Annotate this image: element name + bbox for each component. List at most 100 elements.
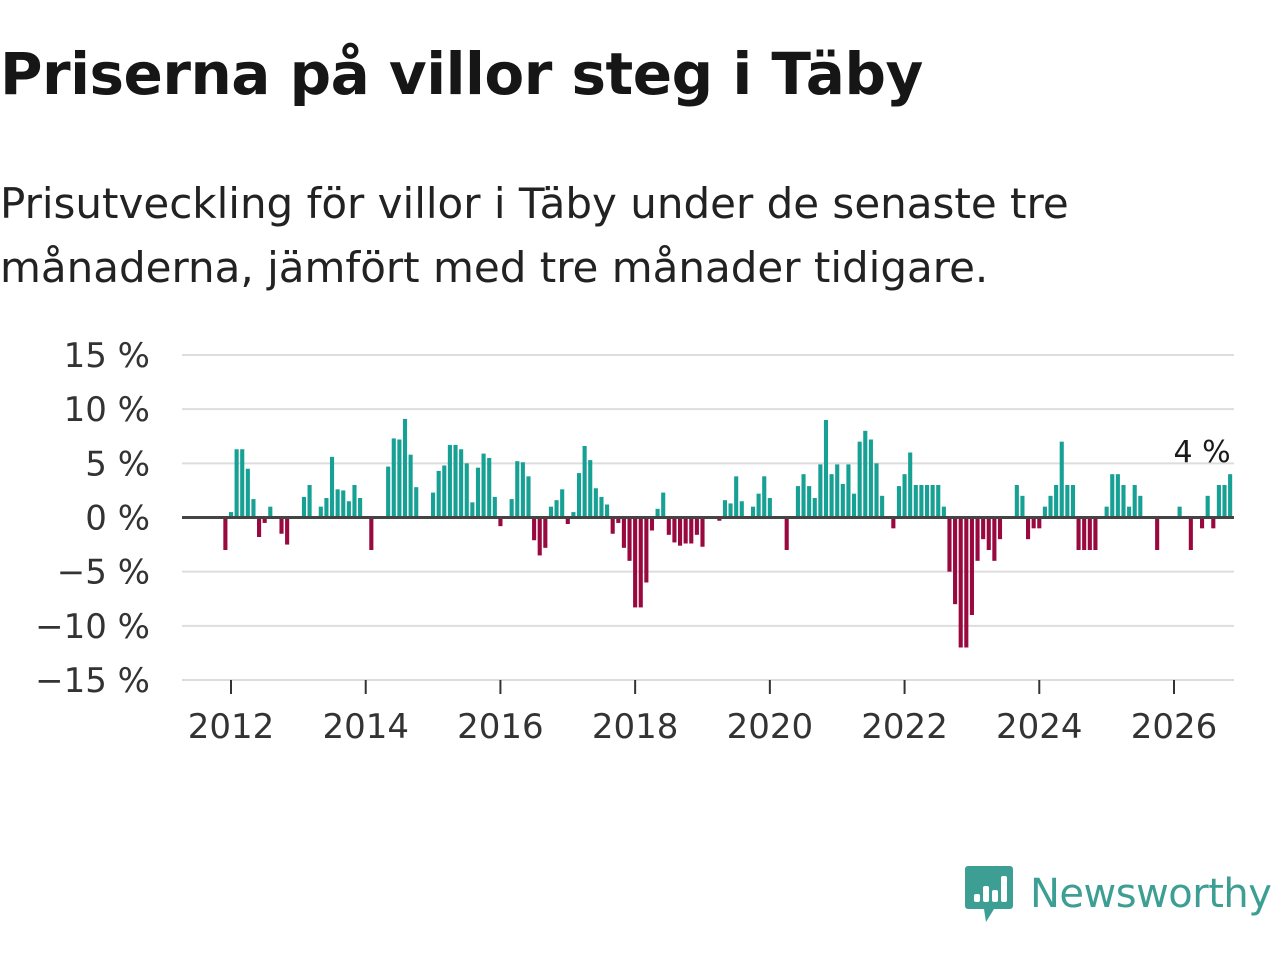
bar-negative (992, 517, 997, 561)
bar-positive (442, 465, 447, 518)
chart-subtitle: Prisutveckling för villor i Täby under d… (0, 179, 1069, 292)
bar-positive (481, 453, 486, 518)
bar-negative (1093, 517, 1098, 550)
bar-negative (1211, 517, 1216, 529)
bar-positive (812, 498, 817, 518)
bar-negative (986, 517, 991, 550)
bar-positive (515, 461, 520, 518)
bar-positive (453, 444, 458, 518)
bar-positive (447, 444, 452, 518)
bar-positive (852, 493, 857, 518)
bar-positive (1014, 485, 1019, 518)
bar-positive (548, 506, 553, 518)
bar-positive (1121, 485, 1126, 518)
bar-positive (880, 495, 885, 518)
newsworthy-logo: Newsworthy (964, 864, 1272, 924)
bar-positive (840, 483, 845, 518)
bar-positive (234, 449, 239, 518)
bar-positive (767, 498, 772, 518)
x-tick-label: 2024 (996, 707, 1083, 747)
bar-positive (734, 476, 739, 518)
bar-positive (228, 512, 234, 518)
bar-negative (1155, 517, 1160, 550)
bar-positive (1054, 485, 1059, 518)
bar-negative (677, 517, 683, 546)
bar-positive (335, 489, 340, 518)
bar-negative (285, 517, 290, 545)
bar-negative (717, 517, 722, 521)
bar-positive (750, 506, 756, 518)
bar-positive (1104, 506, 1109, 518)
bar-positive (818, 464, 823, 518)
bar-positive (240, 449, 245, 518)
bar-positive (1222, 485, 1227, 518)
y-tick-label: −10 % (35, 607, 150, 647)
bar-positive (593, 488, 598, 518)
bar-positive (301, 496, 307, 518)
bar-negative (644, 517, 649, 583)
bar-positive (397, 439, 402, 518)
bar-positive (341, 490, 346, 518)
bar-negative (537, 517, 542, 556)
bar-positive (801, 474, 806, 518)
bar-positive (605, 504, 610, 518)
axes: 15 % 10 % 5 % 0 % −5 % −10 % −15 % 2012 2014 2016… (35, 336, 1234, 747)
bar-positive (874, 463, 879, 518)
bar-negative (610, 517, 615, 534)
bar-negative (616, 517, 621, 523)
y-tick-label: 0 % (85, 499, 150, 539)
bar-positive (436, 470, 441, 518)
bar-negative (689, 517, 694, 544)
bar-negative (975, 517, 980, 561)
bar-negative (223, 517, 228, 550)
bar-positive (829, 474, 834, 518)
x-tick-label: 2026 (1131, 707, 1218, 747)
bar-negative (257, 517, 262, 537)
bar-positive (245, 468, 250, 518)
bar-positive (1110, 474, 1115, 518)
bar-negative (700, 517, 705, 547)
bar-negative (1076, 517, 1081, 550)
bar-positive (414, 487, 419, 518)
bar-negative (279, 517, 284, 534)
bar-negative (683, 517, 688, 544)
bar-positive (924, 485, 930, 518)
y-tick-label: 10 % (64, 390, 150, 430)
bar-positive (1228, 474, 1233, 518)
bar-negative (1026, 517, 1031, 540)
bar-positive (1065, 485, 1070, 518)
bar-positive (1205, 495, 1210, 518)
bar-positive (908, 452, 913, 518)
bar-positive (1020, 495, 1025, 518)
bar-positive (1216, 485, 1221, 518)
bar-negative (672, 517, 677, 543)
brand-name: Newsworthy (1030, 871, 1272, 917)
bar-negative (633, 517, 638, 608)
bar-positive (655, 508, 660, 518)
bar-positive (268, 506, 273, 518)
bar-positive (560, 489, 565, 518)
bar-positive (475, 467, 481, 518)
bar-positive (408, 454, 413, 518)
bar-positive (1127, 506, 1132, 518)
bar-negative (784, 517, 789, 550)
bar-negative (891, 517, 896, 529)
bar-positive (728, 503, 733, 518)
bar-positive (902, 474, 907, 518)
y-tick-label: 15 % (64, 336, 150, 376)
bar-positive (896, 486, 902, 518)
bar-negative (1082, 517, 1087, 550)
bar-positive (1132, 485, 1137, 518)
bar-positive (470, 502, 475, 518)
bar-negative (543, 517, 548, 548)
bar-negative (953, 517, 958, 605)
bar-positive (459, 449, 464, 518)
x-tick-label: 2016 (457, 707, 544, 747)
bar-positive (509, 499, 514, 518)
bar-negative (958, 517, 963, 648)
bar-positive (307, 485, 312, 518)
bar-positive (762, 476, 767, 518)
bar-positive (1048, 495, 1053, 518)
bar-positive (588, 460, 593, 518)
bar-negative (694, 517, 699, 535)
